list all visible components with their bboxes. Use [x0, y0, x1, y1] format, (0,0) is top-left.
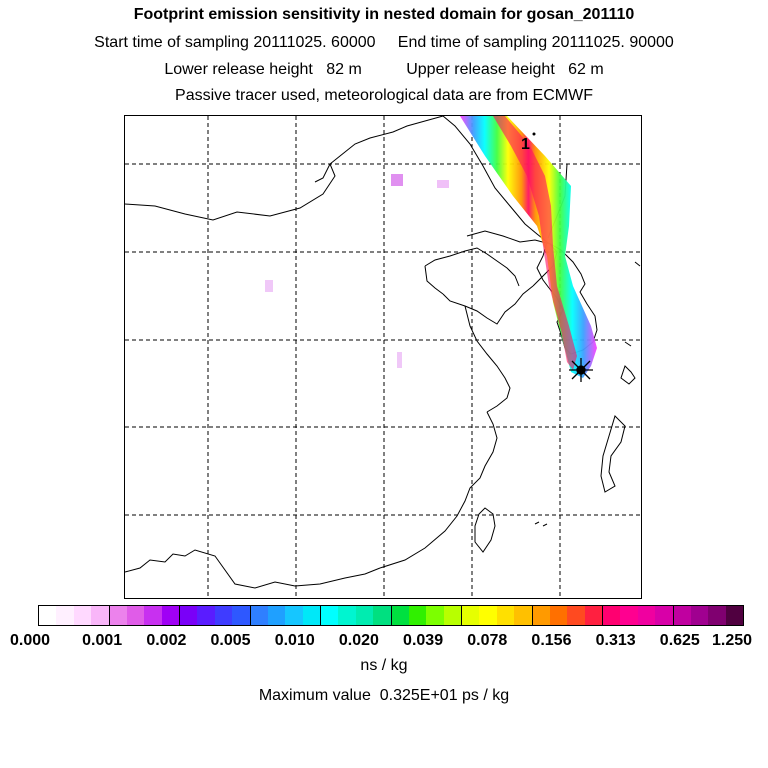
colorbar-segment — [144, 606, 162, 625]
colorbar-segment — [462, 606, 480, 625]
colorbar-segment — [725, 606, 743, 625]
colorbar-tick-label: 0.156 — [531, 632, 572, 649]
colorbar-tick-label: 0.078 — [467, 632, 508, 649]
colorbar-segment — [285, 606, 303, 625]
colorbar-segment — [73, 606, 92, 625]
colorbar-segment — [637, 606, 656, 625]
colorbar-segment — [408, 606, 427, 625]
colorbar-segment — [620, 606, 638, 625]
colorbar-segment — [39, 606, 57, 625]
colorbar-tick-label: 1.250 — [711, 632, 753, 649]
colorbar-segment — [109, 606, 127, 625]
colorbar-segment — [655, 606, 674, 625]
colorbar-segment — [514, 606, 533, 625]
title-line-2: Start time of sampling 20111025. 60000 E… — [94, 34, 674, 51]
colorbar-tick-label: 0.000 — [9, 632, 51, 649]
maximum-value: Maximum value 0.325E+01 ps / kg — [258, 687, 510, 704]
colorbar-tick-label: 0.001 — [82, 632, 123, 649]
colorbar — [38, 605, 744, 626]
sensitivity-specks — [265, 174, 449, 368]
colorbar-segment — [267, 606, 286, 625]
colorbar-segment — [479, 606, 497, 625]
coastline-borders — [125, 116, 641, 589]
colorbar-tick-label: 0.002 — [146, 632, 187, 649]
plume — [460, 116, 597, 378]
colorbar-segment — [214, 606, 233, 625]
colorbar-segment — [708, 606, 726, 625]
title-line-4: Passive tracer used, meteorological data… — [175, 87, 593, 104]
colorbar-segment — [355, 606, 374, 625]
colorbar-segment — [161, 606, 180, 625]
colorbar-tick-label: 0.313 — [595, 632, 636, 649]
colorbar-segment — [673, 606, 691, 625]
colorbar-segment — [567, 606, 585, 625]
colorbar-segment — [690, 606, 709, 625]
colorbar-segment — [91, 606, 110, 625]
colorbar-segment — [56, 606, 74, 625]
colorbar-segment — [584, 606, 603, 625]
colorbar-segment — [197, 606, 215, 625]
title-line-1: Footprint emission sensitivity in nested… — [133, 6, 635, 23]
colorbar-segment — [549, 606, 568, 625]
colorbar-segment — [391, 606, 409, 625]
colorbar-unit: ns / kg — [360, 657, 408, 674]
colorbar-segment — [250, 606, 268, 625]
colorbar-segment — [373, 606, 392, 625]
colorbar-segment — [232, 606, 251, 625]
colorbar-segment — [603, 606, 621, 625]
receptor-marker — [569, 358, 593, 382]
colorbar-segment — [180, 606, 198, 625]
marker-label: 1 — [521, 136, 530, 153]
title-line-3: Lower release height 82 m Upper release … — [164, 61, 604, 78]
colorbar-segment — [126, 606, 145, 625]
colorbar-labels: 0.000 0.001 0.002 0.005 0.010 0.020 0.039 0.078… — [0, 632, 768, 652]
colorbar-tick-label: 0.010 — [274, 632, 315, 649]
colorbar-segment — [302, 606, 321, 625]
colorbar-segment — [338, 606, 356, 625]
colorbar-segment — [321, 606, 339, 625]
colorbar-segment — [496, 606, 515, 625]
colorbar-tick-label: 0.020 — [338, 632, 379, 649]
colorbar-tick-label: 0.039 — [403, 632, 444, 649]
colorbar-segment — [443, 606, 462, 625]
colorbar-segment — [426, 606, 444, 625]
colorbar-segment — [532, 606, 550, 625]
colorbar-tick-label: 0.005 — [210, 632, 251, 649]
colorbar-tick-label: 0.625 — [659, 632, 700, 649]
footprint-map: 1 — [124, 115, 642, 599]
